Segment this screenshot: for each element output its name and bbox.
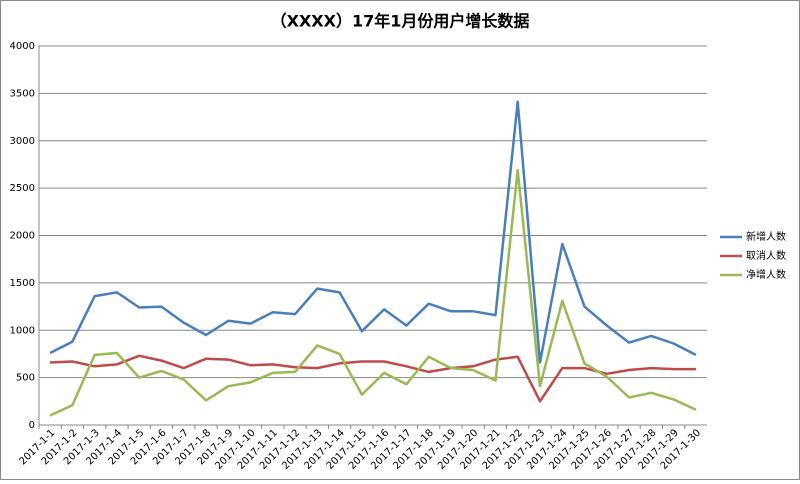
chart-title: （XXXX）17年1月份用户增长数据 [271,12,530,31]
y-tick-label: 500 [16,373,35,384]
series-line [49,168,697,417]
y-tick-label: 1000 [10,325,35,336]
y-tick-label: 2500 [10,183,35,194]
legend-label: 新增人数 [746,230,786,243]
series-line [50,354,696,403]
y-tick-label: 2000 [10,231,35,242]
y-tick-label: 0 [29,420,35,431]
legend-label: 取消人数 [746,249,786,262]
series-line [49,100,697,364]
y-tick-label: 1500 [10,278,35,289]
legend-label: 净增人数 [746,268,786,281]
y-tick-label: 3500 [10,88,35,99]
y-tick-label: 3000 [10,136,35,147]
y-tick-label: 4000 [10,41,35,52]
